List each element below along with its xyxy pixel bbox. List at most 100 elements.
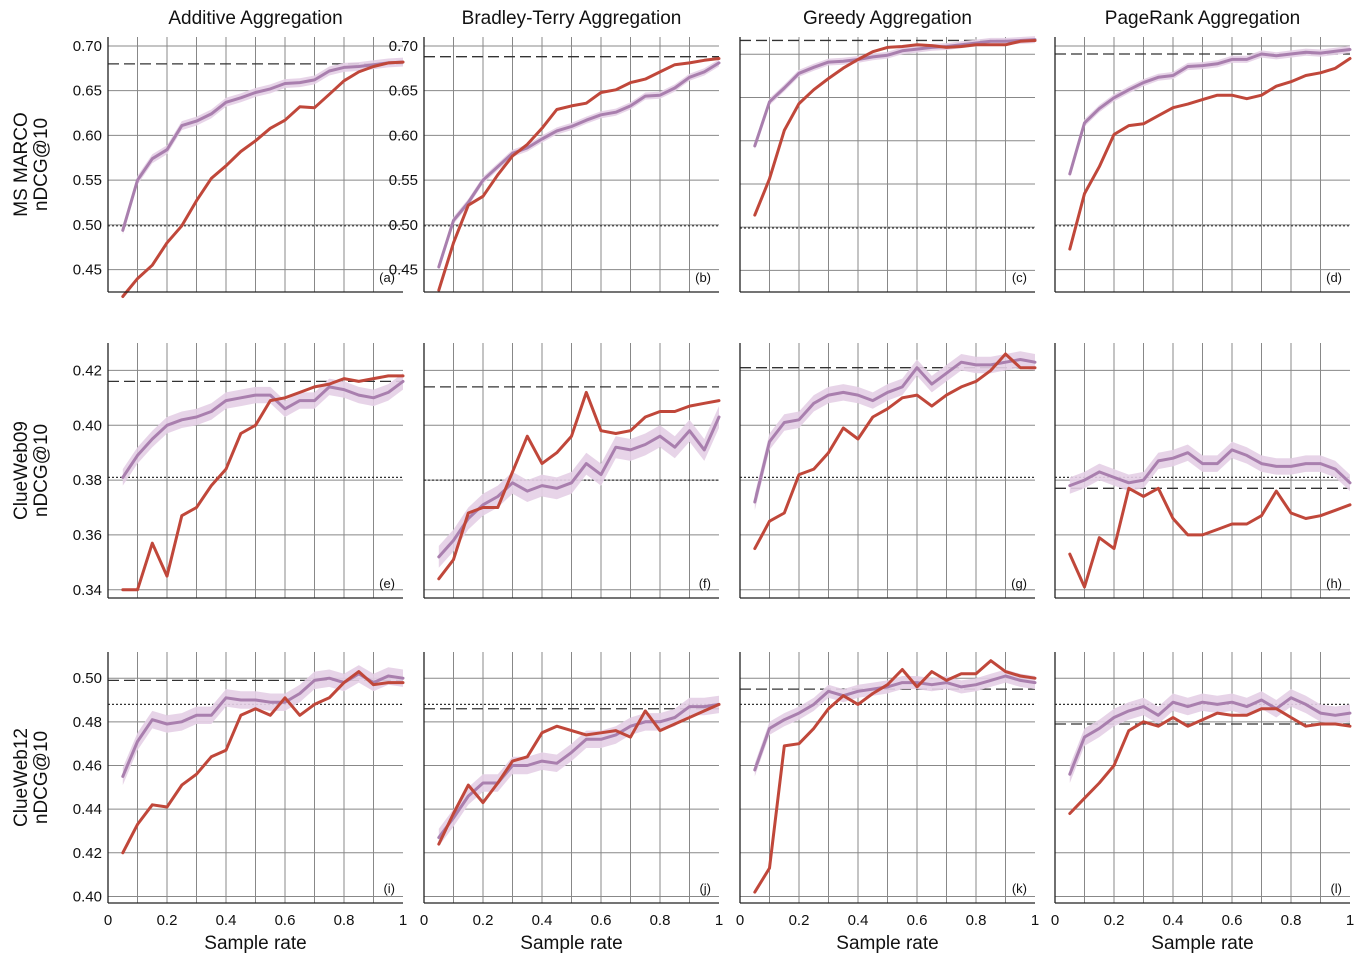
x-axis-label: Sample rate [520, 933, 622, 954]
y-tick-label: 0.60 [73, 127, 102, 144]
x-axis-label: Sample rate [204, 933, 306, 954]
panel-label: (c) [1012, 270, 1027, 285]
x-tick-label: 0.6 [591, 912, 612, 929]
panel-label: (e) [379, 576, 395, 591]
series-line-1 [1068, 696, 1352, 776]
x-tick-label: 0.8 [1281, 912, 1302, 929]
column-title: Greedy Aggregation [803, 8, 972, 29]
x-tick-label: 0.4 [532, 912, 553, 929]
y-tick-label: 0.36 [73, 527, 102, 544]
x-tick-label: 0.8 [650, 912, 671, 929]
series-line-2 [121, 60, 405, 298]
y-tick-label: 0.40 [73, 888, 102, 905]
column-title: PageRank Aggregation [1105, 8, 1300, 29]
series-line-2 [121, 374, 405, 592]
y-tick-label: 0.55 [389, 172, 418, 189]
x-tick-label: 0 [1051, 912, 1059, 929]
y-tick-label: 0.50 [73, 217, 102, 234]
y-tick-label: 0.50 [389, 217, 418, 234]
series-line-2 [437, 390, 721, 581]
x-tick-label: 0.2 [1104, 912, 1125, 929]
panel-label: (h) [1326, 576, 1342, 591]
y-axis-label: nDCG@10 [31, 424, 52, 517]
y-tick-label: 0.38 [73, 472, 102, 489]
y-tick-label: 0.42 [73, 845, 102, 862]
y-tick-label: 0.70 [389, 38, 418, 55]
y-tick-label: 0.45 [389, 262, 418, 279]
series-line-1 [1068, 448, 1352, 488]
y-tick-label: 0.46 [73, 757, 102, 774]
y-axis-label: nDCG@10 [31, 118, 52, 211]
row-title: MS MARCO [11, 112, 32, 217]
y-axis-label: nDCG@10 [31, 731, 52, 824]
x-tick-label: 0 [736, 912, 744, 929]
y-tick-label: 0.65 [389, 83, 418, 100]
x-tick-label: 0.6 [907, 912, 928, 929]
series-line-2 [753, 659, 1037, 894]
x-tick-label: 0.4 [848, 912, 869, 929]
series-band [122, 373, 404, 486]
x-tick-label: 0.6 [275, 912, 296, 929]
x-tick-label: 1 [399, 912, 407, 929]
series-band [1069, 441, 1350, 494]
y-tick-label: 0.48 [73, 714, 102, 731]
panel-label: (i) [383, 881, 395, 896]
panel-label: (g) [1011, 576, 1027, 591]
x-tick-label: 1 [715, 912, 723, 929]
x-tick-label: 0.2 [789, 912, 810, 929]
series-band [438, 406, 719, 568]
series-line-2 [121, 670, 405, 855]
x-tick-label: 0.8 [334, 912, 355, 929]
panel-label: (a) [379, 270, 395, 285]
series-line-2 [1068, 486, 1352, 589]
series-band [122, 57, 404, 235]
column-title: Bradley-Terry Aggregation [462, 8, 682, 29]
series-line-2 [1068, 57, 1352, 251]
y-tick-label: 0.70 [73, 38, 102, 55]
series-line-1 [437, 61, 721, 269]
series-line-1 [121, 379, 405, 479]
series-line-2 [753, 39, 1037, 217]
x-tick-label: 0 [104, 912, 112, 929]
y-tick-label: 0.44 [73, 801, 102, 818]
series-line-2 [437, 702, 721, 846]
x-tick-label: 0 [420, 912, 428, 929]
x-tick-label: 0.2 [473, 912, 494, 929]
y-tick-label: 0.45 [73, 262, 102, 279]
series-line-2 [437, 57, 721, 292]
series-line-1 [1068, 48, 1352, 176]
series-line-2 [753, 352, 1037, 551]
series-band [438, 695, 719, 847]
x-axis-label: Sample rate [836, 933, 938, 954]
panel-label: (j) [699, 881, 711, 896]
x-axis-label: Sample rate [1151, 933, 1253, 954]
x-tick-label: 0.2 [157, 912, 178, 929]
series-line-1 [437, 415, 721, 559]
panel-label: (d) [1326, 270, 1342, 285]
series-band [754, 351, 1035, 511]
panel-label: (f) [699, 576, 711, 591]
y-tick-label: 0.34 [73, 582, 102, 599]
x-tick-label: 1 [1346, 912, 1354, 929]
series-band [122, 665, 404, 786]
panel-label: (l) [1330, 881, 1342, 896]
x-tick-label: 0.8 [966, 912, 987, 929]
y-tick-label: 0.42 [73, 362, 102, 379]
y-tick-label: 0.40 [73, 417, 102, 434]
x-tick-label: 0.6 [1222, 912, 1243, 929]
x-tick-label: 0.4 [216, 912, 237, 929]
y-tick-label: 0.50 [73, 670, 102, 687]
x-tick-label: 0.4 [1163, 912, 1184, 929]
panel-label: (b) [695, 270, 711, 285]
series-line-1 [437, 702, 721, 839]
panel-label: (k) [1012, 881, 1027, 896]
series-line-1 [753, 674, 1037, 772]
series-line-1 [753, 358, 1037, 504]
series-line-1 [753, 38, 1037, 148]
column-title: Additive Aggregation [168, 8, 342, 29]
row-title: ClueWeb09 [11, 421, 32, 520]
row-title: ClueWeb12 [11, 728, 32, 827]
series-line-2 [1068, 707, 1352, 815]
y-tick-label: 0.65 [73, 83, 102, 100]
